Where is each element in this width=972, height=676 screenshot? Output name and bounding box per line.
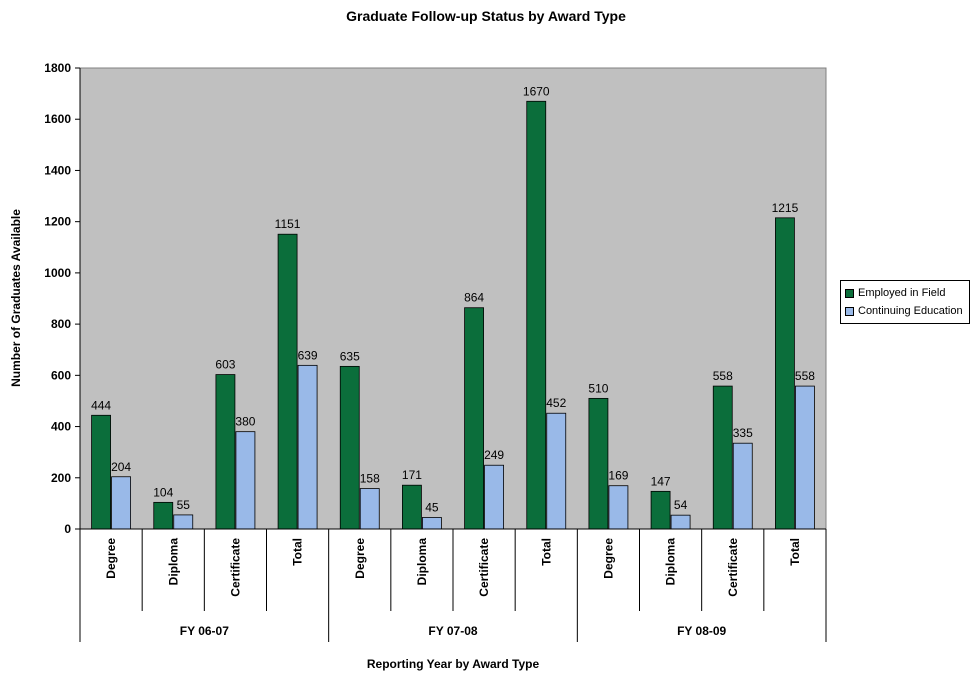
y-tick-label: 1400 bbox=[44, 163, 71, 177]
x-category-label: Degree bbox=[104, 538, 118, 579]
y-axis-label: Number of Graduates Available bbox=[9, 209, 23, 387]
data-label-employed-8: 1670 bbox=[523, 84, 550, 98]
bar-continuing-7 bbox=[484, 464, 504, 530]
y-tick-label: 1000 bbox=[44, 266, 71, 280]
data-label-employed-3: 603 bbox=[215, 358, 235, 372]
data-label-employed-7: 864 bbox=[464, 291, 484, 305]
x-category-label: Diploma bbox=[166, 538, 180, 586]
x-category-label: Certificate bbox=[228, 538, 242, 597]
y-tick-label: 200 bbox=[51, 471, 71, 485]
bar-employed-7 bbox=[464, 307, 484, 530]
data-label-continuing-1: 204 bbox=[111, 460, 131, 474]
legend-swatch-employed bbox=[845, 288, 854, 298]
data-label-employed-1: 444 bbox=[91, 398, 111, 412]
data-label-employed-11: 558 bbox=[713, 369, 733, 383]
x-group-label: FY 08-09 bbox=[677, 624, 726, 638]
y-tick-label: 800 bbox=[51, 317, 71, 331]
y-tick-label: 1800 bbox=[44, 61, 71, 75]
bar-employed-10 bbox=[650, 490, 671, 530]
x-category-label: Total bbox=[539, 538, 553, 566]
data-label-continuing-9: 169 bbox=[608, 469, 628, 483]
plot-area bbox=[79, 67, 827, 530]
data-label-employed-5: 635 bbox=[340, 349, 360, 363]
x-category-label: Total bbox=[291, 538, 305, 566]
bar-employed-11 bbox=[712, 385, 733, 530]
legend-label-continuing: Continuing Education bbox=[858, 305, 963, 317]
bar-continuing-12 bbox=[795, 385, 815, 530]
data-label-continuing-3: 380 bbox=[235, 415, 255, 429]
x-category-label: Certificate bbox=[726, 538, 740, 597]
data-label-employed-9: 510 bbox=[588, 381, 608, 395]
y-tick-label: 1200 bbox=[44, 215, 71, 229]
bar-employed-12 bbox=[775, 217, 795, 530]
y-tick-label: 400 bbox=[51, 420, 71, 434]
data-label-continuing-11: 335 bbox=[733, 426, 753, 440]
x-category-label: Certificate bbox=[477, 538, 491, 597]
x-group-label: FY 06-07 bbox=[180, 624, 229, 638]
bar-continuing-8 bbox=[546, 412, 567, 530]
y-tick-label: 0 bbox=[64, 522, 71, 536]
legend-item-continuing: Continuing Education bbox=[845, 302, 963, 320]
legend-item-employed: Employed in Field bbox=[845, 284, 963, 302]
bar-continuing-9 bbox=[608, 485, 629, 530]
bar-continuing-6 bbox=[422, 517, 442, 530]
y-tick-label: 1600 bbox=[44, 112, 71, 126]
data-label-continuing-12: 558 bbox=[795, 369, 815, 383]
data-label-continuing-6: 45 bbox=[425, 500, 439, 514]
y-tick-label: 600 bbox=[51, 368, 71, 382]
bar-continuing-3 bbox=[235, 431, 256, 530]
bar-employed-9 bbox=[588, 397, 609, 530]
legend-swatch-continuing bbox=[845, 306, 854, 316]
bar-continuing-5 bbox=[359, 488, 380, 530]
bar-continuing-4 bbox=[297, 364, 318, 530]
bar-continuing-10 bbox=[670, 514, 691, 530]
x-category-label: Degree bbox=[353, 538, 367, 579]
x-category-label: Diploma bbox=[664, 538, 678, 586]
bar-employed-5 bbox=[339, 365, 360, 530]
bar-continuing-11 bbox=[732, 442, 753, 530]
data-label-continuing-2: 55 bbox=[177, 498, 191, 512]
data-label-employed-2: 104 bbox=[153, 485, 173, 499]
x-category-label: Total bbox=[788, 538, 802, 566]
chart-title: Graduate Follow-up Status by Award Type bbox=[346, 8, 626, 24]
bar-employed-2 bbox=[153, 501, 174, 530]
bar-employed-3 bbox=[215, 374, 236, 530]
bar-employed-8 bbox=[526, 100, 547, 530]
data-label-employed-10: 147 bbox=[651, 474, 671, 488]
data-label-continuing-8: 452 bbox=[546, 396, 566, 410]
bar-continuing-1 bbox=[111, 476, 131, 530]
bar-employed-4 bbox=[277, 233, 298, 530]
x-axis-label: Reporting Year by Award Type bbox=[367, 657, 540, 671]
data-label-continuing-7: 249 bbox=[484, 448, 504, 462]
bar-employed-1 bbox=[91, 414, 111, 530]
legend: Employed in Field Continuing Education bbox=[840, 280, 970, 324]
x-category-label: Diploma bbox=[415, 538, 429, 586]
x-group-label: FY 07-08 bbox=[428, 624, 477, 638]
data-label-employed-6: 171 bbox=[402, 468, 422, 482]
data-label-continuing-5: 158 bbox=[360, 472, 380, 486]
bar-continuing-2 bbox=[173, 514, 194, 530]
data-label-continuing-4: 639 bbox=[298, 348, 318, 362]
x-category-label: Degree bbox=[601, 538, 615, 579]
bar-employed-6 bbox=[402, 484, 422, 530]
data-label-employed-4: 1151 bbox=[275, 217, 301, 231]
data-label-employed-12: 1215 bbox=[772, 201, 799, 215]
data-label-continuing-10: 54 bbox=[674, 498, 688, 512]
legend-label-employed: Employed in Field bbox=[858, 287, 946, 299]
